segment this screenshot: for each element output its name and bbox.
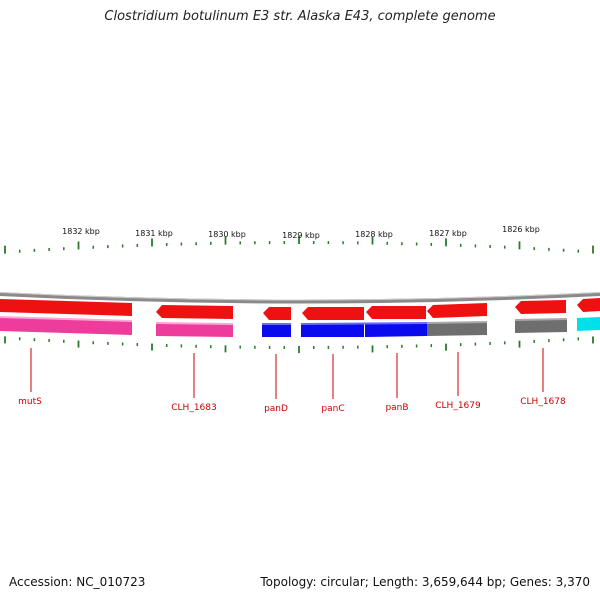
gene-label-clh-1683[interactable]: CLH_1683 [171, 403, 216, 413]
gene-label-panb[interactable]: panB [385, 403, 408, 413]
cds-feature[interactable] [0, 299, 132, 316]
genome-title: Clostridium botulinum E3 str. Alaska E43… [104, 9, 496, 24]
scale-label: 1826 kbp [502, 225, 540, 234]
scale-label: 1829 kbp [282, 231, 320, 240]
accession-text: Accession: NC_010723 [9, 575, 146, 589]
scale-label: 1828 kbp [355, 230, 393, 239]
feature-block[interactable] [301, 324, 364, 337]
gene-label-pand[interactable]: panD [264, 404, 288, 414]
gene-label-clh-1679[interactable]: CLH_1679 [435, 401, 481, 411]
scale-ticks [4, 236, 594, 353]
feature-block[interactable] [0, 317, 132, 335]
scale-label: 1827 kbp [429, 229, 467, 238]
cds-feature[interactable] [263, 307, 291, 320]
gene-label-clh-1678[interactable]: CLH_1678 [520, 397, 566, 407]
feature-block[interactable] [515, 319, 567, 333]
feature-track-upper [0, 298, 600, 320]
cds-feature[interactable] [427, 303, 487, 318]
cds-feature[interactable] [366, 306, 426, 319]
scale-labels: 1832 kbp 1831 kbp 1830 kbp 1829 kbp 1828… [62, 225, 540, 240]
scale-label: 1831 kbp [135, 229, 173, 238]
cds-feature[interactable] [577, 298, 600, 312]
cds-feature[interactable] [515, 300, 566, 314]
feature-block[interactable] [577, 317, 600, 331]
feature-block[interactable] [156, 323, 233, 337]
scale-label: 1830 kbp [208, 230, 246, 239]
cds-feature[interactable] [302, 307, 364, 320]
genome-summary-text: Topology: circular; Length: 3,659,644 bp… [260, 575, 590, 589]
feature-block[interactable] [262, 324, 291, 337]
cds-feature[interactable] [156, 305, 233, 319]
gene-label-panc[interactable]: panC [321, 404, 344, 414]
gene-leader-lines [30, 348, 544, 399]
feature-block[interactable] [365, 323, 427, 337]
backbone-arc [0, 292, 600, 304]
gene-label-muts[interactable]: mutS [18, 397, 42, 407]
gene-labels: mutS CLH_1683 panD panC panB CLH_1679 CL… [18, 397, 566, 414]
scale-label: 1832 kbp [62, 227, 100, 236]
feature-track-lower [0, 316, 600, 337]
feature-block[interactable] [427, 322, 487, 336]
